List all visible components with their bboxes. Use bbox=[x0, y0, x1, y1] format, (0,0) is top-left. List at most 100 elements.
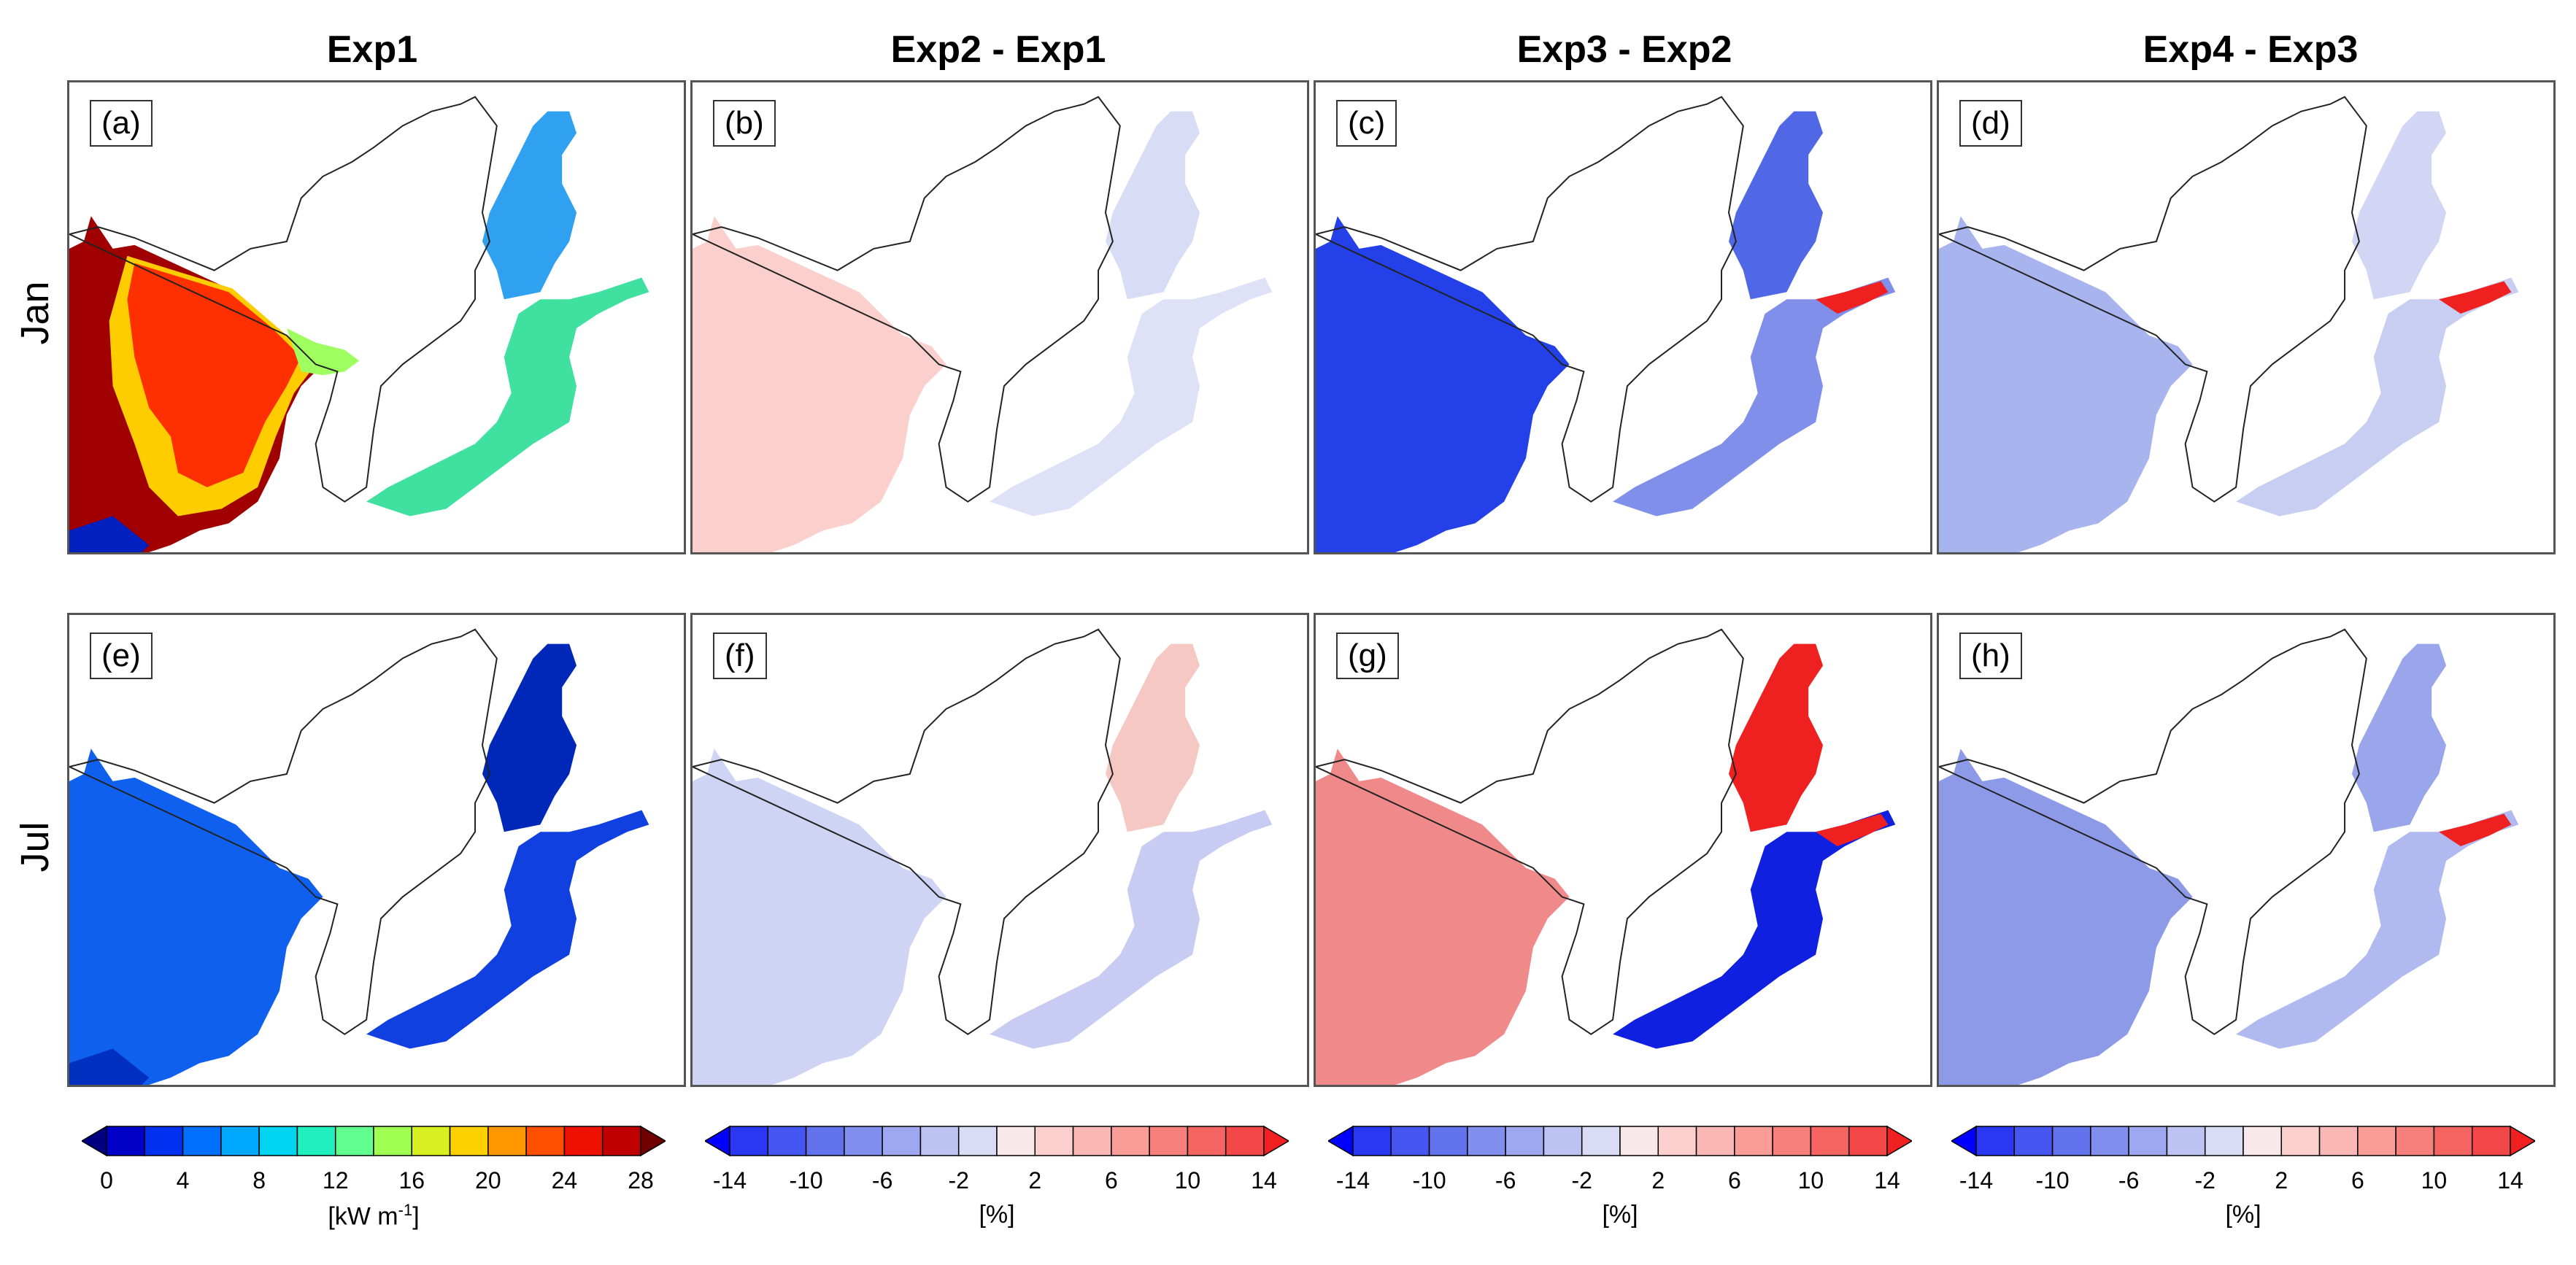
colorbar-tick-label: -14 bbox=[1959, 1167, 1994, 1194]
panel-label-b: (b) bbox=[713, 100, 776, 147]
sea-region-north-sea bbox=[69, 748, 323, 1085]
colorbar-swatch bbox=[525, 1126, 566, 1156]
colorbar-swatch bbox=[1657, 1126, 1697, 1156]
column-title-exp1: Exp1 bbox=[326, 28, 418, 71]
coastline bbox=[693, 628, 1121, 1035]
colorbar-swatch bbox=[334, 1126, 374, 1156]
panel-label-e: (e) bbox=[90, 632, 153, 679]
colorbar-swatch bbox=[1581, 1126, 1621, 1156]
map-h bbox=[1939, 628, 2519, 1085]
colorbar-swatch bbox=[2280, 1126, 2321, 1156]
colorbar-swatch bbox=[106, 1126, 146, 1156]
colorbar-tick-label: 20 bbox=[475, 1167, 501, 1194]
colorbar-tick-label: 10 bbox=[1797, 1167, 1824, 1194]
panel-label-h: (h) bbox=[1959, 632, 2022, 679]
colorbar-swatch bbox=[805, 1126, 845, 1156]
colorbar-swatch bbox=[1034, 1126, 1074, 1156]
sea-region-highlight bbox=[1816, 813, 1889, 847]
colorbar-swatch bbox=[1695, 1126, 1735, 1156]
colorbar-tick-label: -2 bbox=[2194, 1167, 2216, 1194]
colorbar-swatch bbox=[144, 1126, 184, 1156]
sea-region-bothnia bbox=[1105, 643, 1200, 832]
sea-region-bothnia bbox=[1728, 111, 1824, 300]
sea-region-north-sea bbox=[1316, 216, 1570, 552]
colorbar-swatch bbox=[2128, 1126, 2168, 1156]
sea-region-north-sea bbox=[693, 216, 946, 552]
colorbar-swatch bbox=[1390, 1126, 1430, 1156]
sea-region-baltic bbox=[2236, 810, 2519, 1049]
colorbar-swatch bbox=[882, 1126, 922, 1156]
colorbar-swatch bbox=[296, 1126, 336, 1156]
colorbar-swatch bbox=[2471, 1126, 2511, 1156]
colorbar-tick-label: 10 bbox=[1174, 1167, 1201, 1194]
row-label-jan: Jan bbox=[13, 281, 57, 345]
panel-label-g: (g) bbox=[1336, 632, 1399, 679]
sea-region-bothnia bbox=[2351, 111, 2447, 300]
map-b bbox=[693, 96, 1273, 552]
colorbar-min-arrow bbox=[1951, 1125, 1977, 1157]
colorbar-swatch bbox=[2318, 1126, 2359, 1156]
colorbar-swatch bbox=[220, 1126, 260, 1156]
colorbar-swatch bbox=[2204, 1126, 2244, 1156]
colorbar-swatch bbox=[2395, 1126, 2435, 1156]
colorbar-swatch bbox=[182, 1126, 222, 1156]
colorbar-percent-c: [%] -14 -10 -6 -2 2 6 10 14 bbox=[1328, 1125, 1912, 1229]
colorbar-tick-label: 10 bbox=[2421, 1167, 2448, 1194]
map-panel-e: (e) bbox=[67, 613, 686, 1087]
colorbar-swatch bbox=[1467, 1126, 1506, 1156]
map-g bbox=[1316, 628, 1896, 1085]
sea-region-bothnia bbox=[1728, 643, 1824, 832]
colorbar-tick-label: -2 bbox=[948, 1167, 969, 1194]
colorbar-tick-label: 14 bbox=[1251, 1167, 1277, 1194]
map-a bbox=[69, 96, 649, 552]
colorbar-wave-power: [kW m-1] 0 4 8 12 16 20 24 28 bbox=[82, 1125, 666, 1230]
colorbar-tick-label: 8 bbox=[252, 1167, 266, 1194]
colorbar-max-arrow bbox=[640, 1125, 666, 1157]
colorbar-swatch bbox=[767, 1126, 807, 1156]
colorbar-tick-label: -14 bbox=[1335, 1167, 1370, 1194]
colorbar-swatch bbox=[996, 1126, 1036, 1156]
colorbar-tick-label: 4 bbox=[176, 1167, 190, 1194]
colorbar-tick-label: -6 bbox=[871, 1167, 893, 1194]
sea-region-bothnia bbox=[482, 643, 577, 832]
sea-region-north-sea bbox=[1939, 216, 2193, 552]
colorbar-swatch bbox=[563, 1126, 603, 1156]
colorbar-swatch bbox=[373, 1126, 413, 1156]
colorbar-swatch bbox=[2243, 1126, 2283, 1156]
column-title-exp2-minus-exp1: Exp2 - Exp1 bbox=[890, 28, 1106, 71]
colorbar-swatch bbox=[919, 1126, 960, 1156]
sea-region-north-sea bbox=[693, 748, 946, 1085]
colorbar-swatch bbox=[2013, 1126, 2054, 1156]
colorbar-swatch bbox=[2166, 1126, 2206, 1156]
colorbar-unit-wave-power: [kW m-1] bbox=[328, 1201, 420, 1231]
map-panel-a: (a) bbox=[67, 80, 686, 554]
colorbar-swatch bbox=[844, 1126, 883, 1156]
colorbar-tick-label: -14 bbox=[712, 1167, 747, 1194]
colorbar-unit-percent: [%] bbox=[979, 1201, 1015, 1229]
map-panel-h: (h) bbox=[1937, 613, 2556, 1087]
sea-region-skagerrak bbox=[286, 328, 360, 376]
colorbar-max-arrow bbox=[1886, 1125, 1912, 1157]
sea-region-highlight bbox=[2439, 813, 2512, 847]
colorbar-swatch bbox=[1975, 1126, 2016, 1156]
row-label-jul: Jul bbox=[13, 821, 57, 873]
colorbar-max-arrow bbox=[2510, 1125, 2535, 1157]
colorbar-swatch bbox=[411, 1126, 451, 1156]
colorbar-swatch bbox=[258, 1126, 298, 1156]
map-panel-c: (c) bbox=[1314, 80, 1932, 554]
colorbar-tick-label: -2 bbox=[1571, 1167, 1592, 1194]
colorbar-swatch bbox=[1111, 1126, 1150, 1156]
map-d bbox=[1939, 96, 2519, 552]
sea-region-coast bbox=[69, 1048, 150, 1085]
sea-region-highlight bbox=[2439, 281, 2512, 314]
colorbar-tick-label: -10 bbox=[1412, 1167, 1446, 1194]
sea-region-north-sea-mid bbox=[127, 263, 301, 487]
sea-region-north-sea bbox=[1316, 748, 1570, 1085]
sea-region-bothnia bbox=[2351, 643, 2447, 832]
sea-region-coast bbox=[69, 516, 150, 552]
coastline bbox=[69, 96, 498, 503]
colorbar-tick-label: 6 bbox=[1727, 1167, 1741, 1194]
map-e bbox=[69, 628, 649, 1085]
colorbar-swatch bbox=[1187, 1126, 1227, 1156]
colorbar-swatch bbox=[1772, 1126, 1812, 1156]
